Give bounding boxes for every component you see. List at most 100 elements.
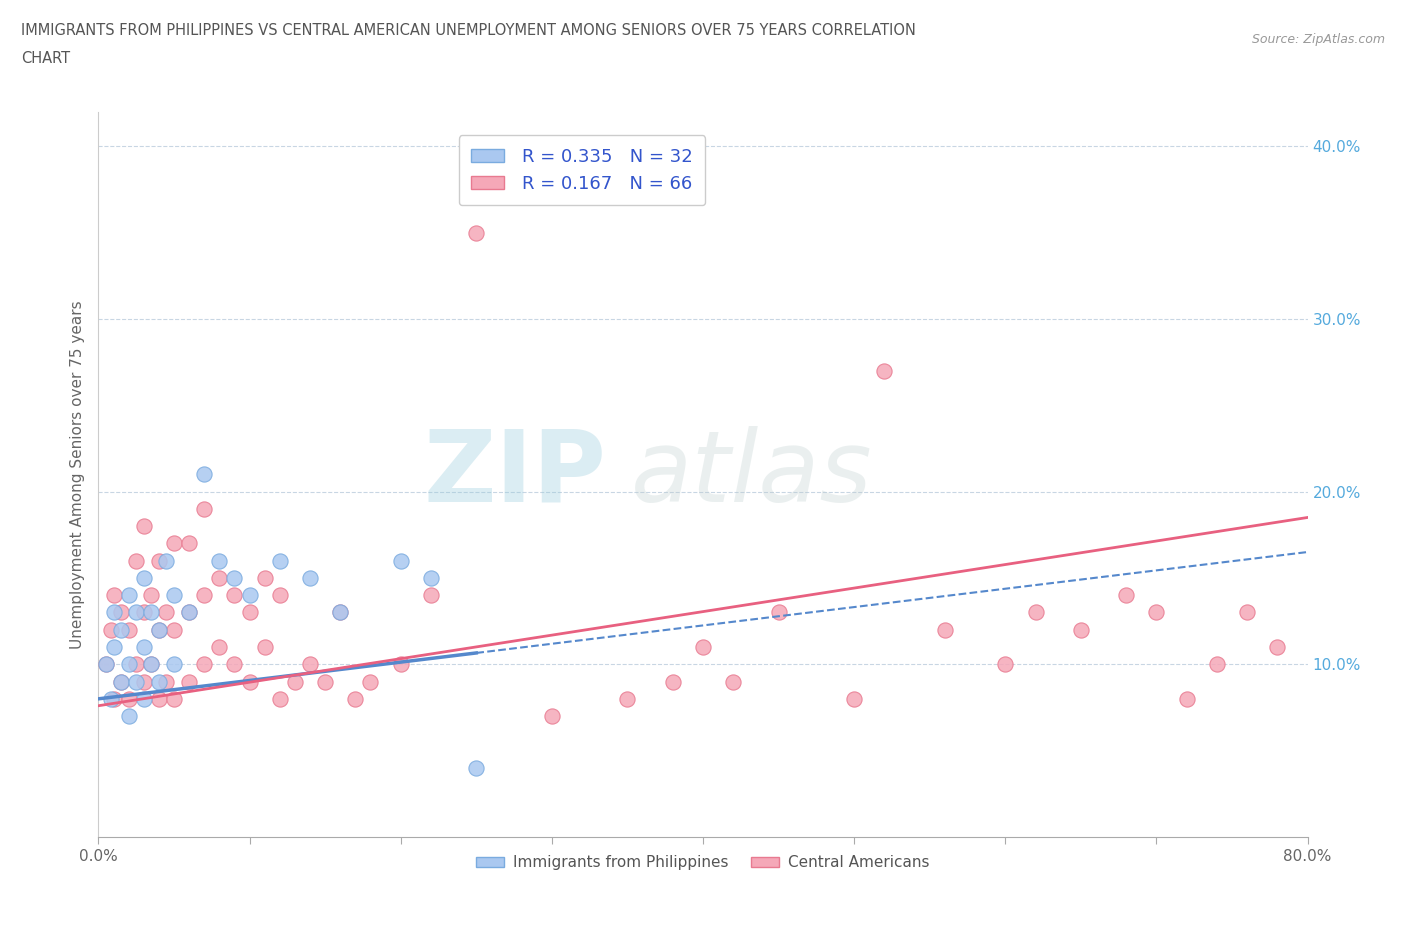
Point — [208, 570, 231, 585]
Point — [239, 605, 262, 620]
Text: atlas: atlas — [630, 426, 872, 523]
Point — [193, 588, 215, 603]
Point — [314, 674, 336, 689]
Point — [1206, 657, 1229, 671]
Point — [389, 657, 412, 671]
Point — [103, 588, 125, 603]
Point — [269, 691, 291, 706]
Point — [132, 519, 155, 534]
Point — [208, 553, 231, 568]
Point — [132, 691, 155, 706]
Text: ZIP: ZIP — [423, 426, 606, 523]
Point — [100, 691, 122, 706]
Point — [344, 691, 367, 706]
Point — [179, 536, 201, 551]
Point — [844, 691, 866, 706]
Point — [100, 622, 122, 637]
Legend: Immigrants from Philippines, Central Americans: Immigrants from Philippines, Central Ame… — [470, 849, 936, 876]
Point — [269, 553, 291, 568]
Point — [118, 657, 141, 671]
Point — [163, 588, 186, 603]
Point — [540, 709, 562, 724]
Point — [994, 657, 1017, 671]
Point — [661, 674, 683, 689]
Point — [269, 588, 291, 603]
Point — [110, 605, 132, 620]
Point — [163, 622, 186, 637]
Point — [155, 553, 177, 568]
Point — [103, 605, 125, 620]
Point — [873, 364, 896, 379]
Point — [110, 674, 132, 689]
Point — [125, 605, 148, 620]
Point — [179, 674, 201, 689]
Text: CHART: CHART — [21, 51, 70, 66]
Point — [118, 622, 141, 637]
Point — [148, 622, 170, 637]
Point — [420, 570, 443, 585]
Point — [110, 622, 132, 637]
Point — [132, 674, 155, 689]
Point — [125, 657, 148, 671]
Point — [155, 674, 177, 689]
Point — [692, 640, 714, 655]
Point — [163, 657, 186, 671]
Point — [148, 674, 170, 689]
Point — [1267, 640, 1289, 655]
Point — [420, 588, 443, 603]
Point — [224, 570, 246, 585]
Point — [110, 674, 132, 689]
Point — [132, 570, 155, 585]
Point — [163, 691, 186, 706]
Point — [132, 605, 155, 620]
Text: Source: ZipAtlas.com: Source: ZipAtlas.com — [1251, 33, 1385, 46]
Point — [1024, 605, 1046, 620]
Point — [616, 691, 638, 706]
Point — [768, 605, 790, 620]
Point — [141, 657, 163, 671]
Point — [125, 553, 148, 568]
Point — [299, 570, 322, 585]
Point — [465, 225, 488, 240]
Point — [193, 467, 215, 482]
Point — [1070, 622, 1092, 637]
Point — [141, 657, 163, 671]
Point — [224, 588, 246, 603]
Point — [94, 657, 117, 671]
Point — [1115, 588, 1137, 603]
Point — [1175, 691, 1198, 706]
Point — [148, 691, 170, 706]
Point — [155, 605, 177, 620]
Point — [723, 674, 745, 689]
Point — [179, 605, 201, 620]
Point — [118, 709, 141, 724]
Point — [239, 588, 262, 603]
Y-axis label: Unemployment Among Seniors over 75 years: Unemployment Among Seniors over 75 years — [69, 300, 84, 648]
Point — [239, 674, 262, 689]
Point — [253, 570, 276, 585]
Point — [253, 640, 276, 655]
Point — [141, 605, 163, 620]
Point — [360, 674, 382, 689]
Point — [224, 657, 246, 671]
Point — [179, 605, 201, 620]
Point — [193, 657, 215, 671]
Point — [132, 640, 155, 655]
Point — [934, 622, 956, 637]
Point — [103, 691, 125, 706]
Point — [118, 588, 141, 603]
Point — [163, 536, 186, 551]
Point — [148, 553, 170, 568]
Point — [1236, 605, 1258, 620]
Point — [193, 501, 215, 516]
Point — [94, 657, 117, 671]
Point — [208, 640, 231, 655]
Point — [125, 674, 148, 689]
Point — [118, 691, 141, 706]
Point — [465, 761, 488, 776]
Point — [389, 553, 412, 568]
Point — [329, 605, 352, 620]
Point — [299, 657, 322, 671]
Point — [329, 605, 352, 620]
Point — [141, 588, 163, 603]
